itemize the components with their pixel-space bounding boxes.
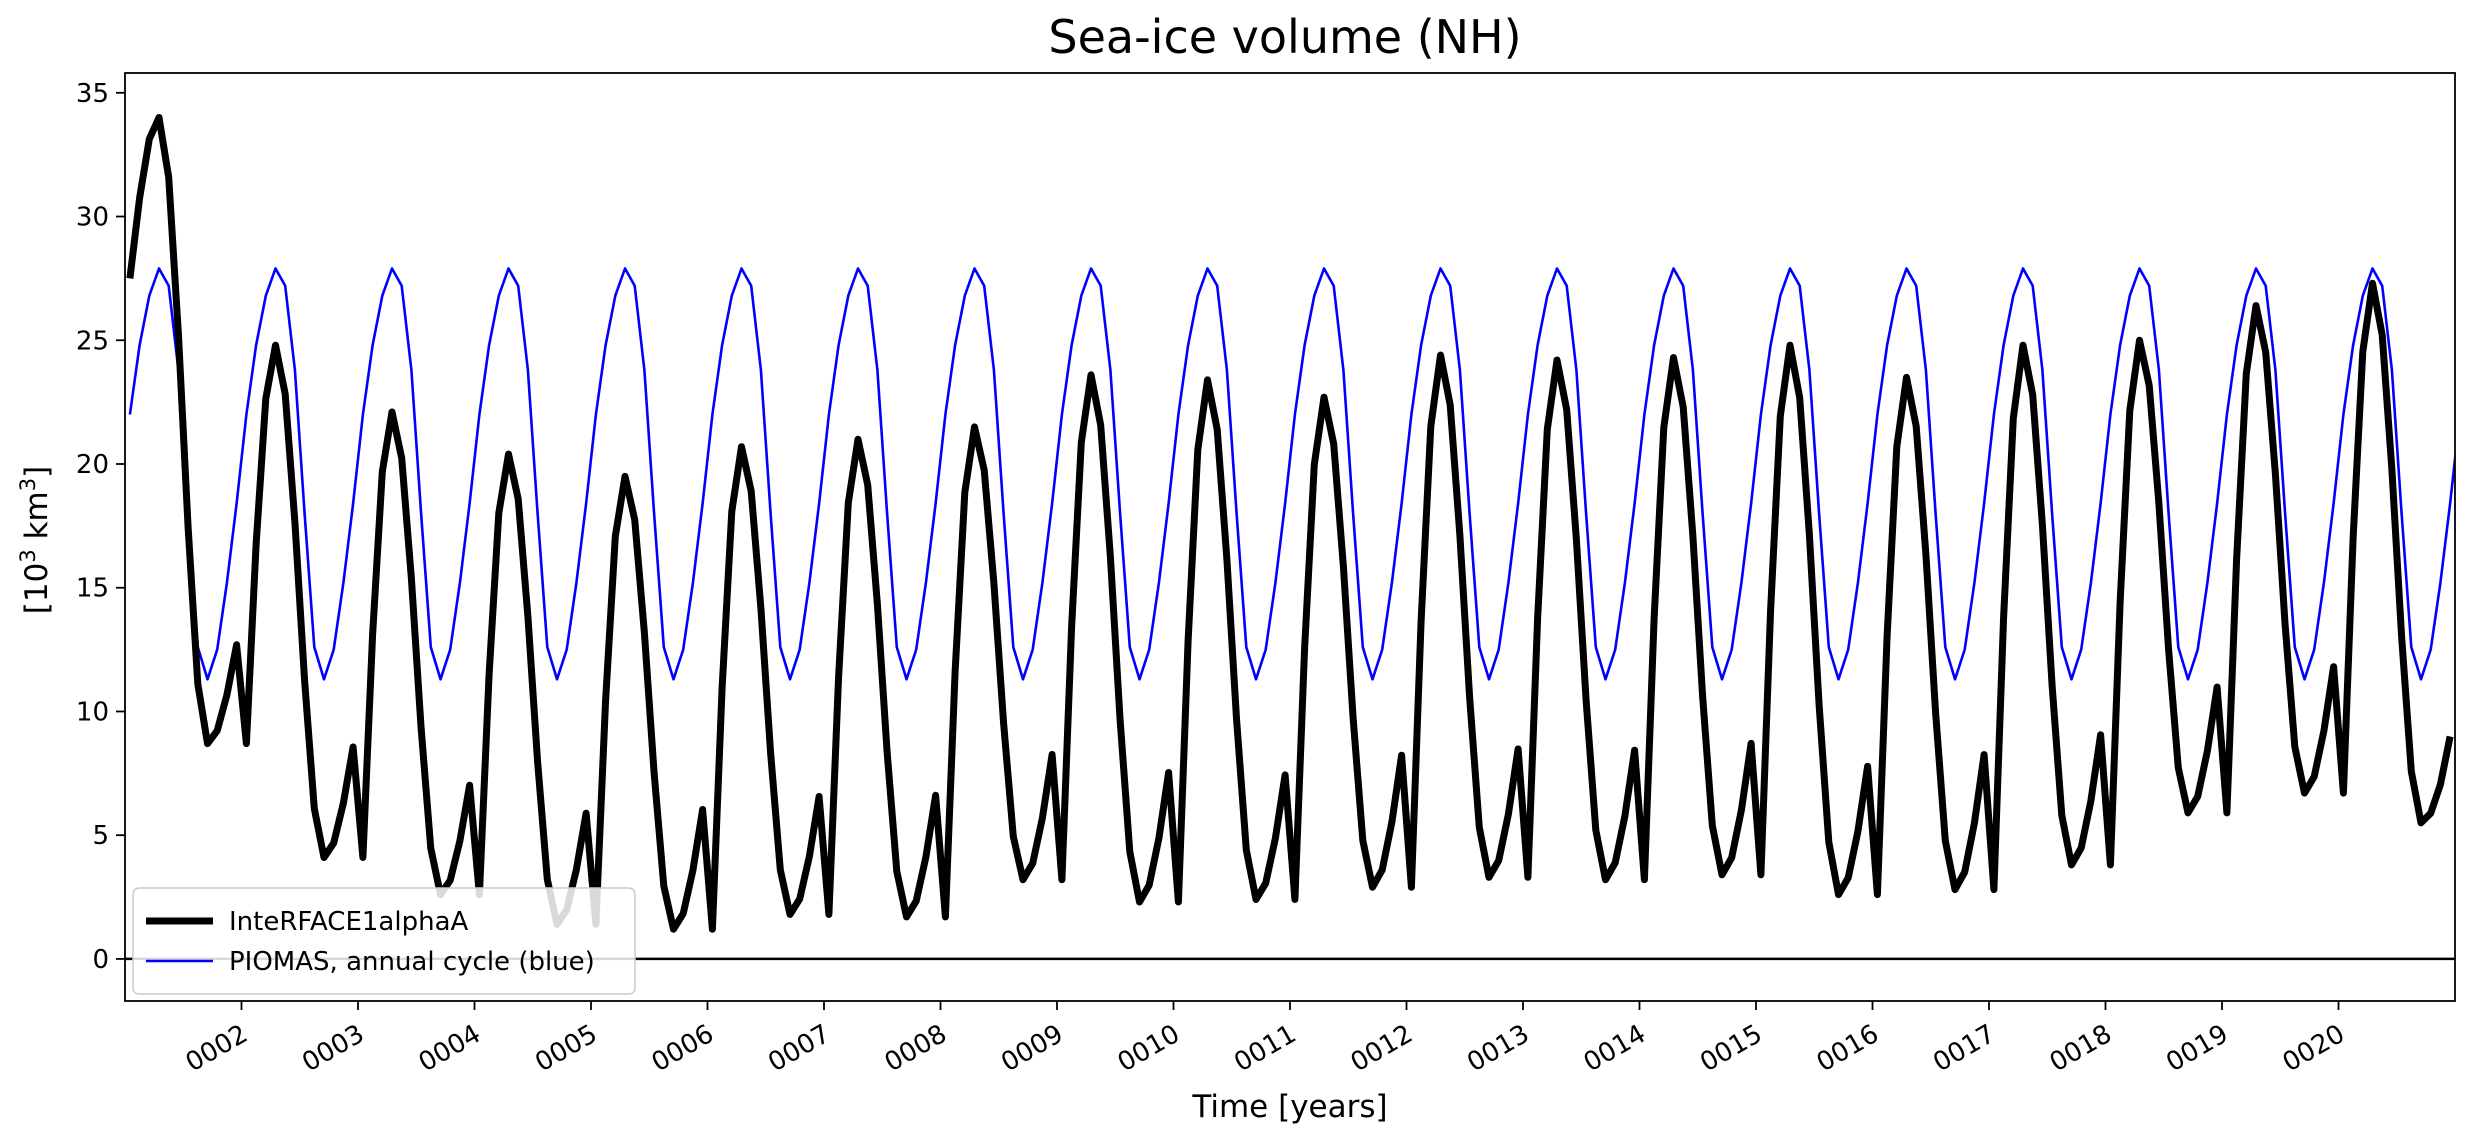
legend-label: PIOMAS, annual cycle (blue) [229, 947, 595, 977]
x-axis-label: Time [years] [1191, 1089, 1387, 1125]
x-tick-label: 0009 [996, 1019, 1068, 1078]
piomas-series-line [128, 267, 2455, 681]
x-tick-label: 0005 [530, 1019, 602, 1078]
x-tick-label: 0017 [1928, 1019, 2000, 1078]
y-tick-label: 30 [76, 203, 109, 233]
y-tick-label: 15 [76, 574, 109, 604]
x-tick-label: 0007 [763, 1019, 835, 1078]
chart-title: Sea-ice volume (NH) [1048, 10, 1521, 64]
y-tick-label: 20 [76, 450, 109, 480]
x-tick-label: 0011 [1229, 1019, 1301, 1078]
interface1alphaa-series-line [126, 114, 2454, 933]
legend: InteRFACE1alphaA PIOMAS, annual cycle (bl… [132, 887, 636, 995]
x-tick-label: 0006 [647, 1019, 719, 1078]
y-tick-label: 35 [76, 79, 109, 109]
y-tick-label: 25 [76, 326, 109, 356]
x-tick-label: 0015 [1695, 1019, 1767, 1078]
x-tick-label: 0008 [880, 1019, 952, 1078]
y-axis-label: [103 km3] [16, 466, 55, 614]
x-tick-label: 0012 [1346, 1019, 1418, 1078]
y-tick-label: 0 [92, 945, 109, 975]
x-tick-label: 0010 [1113, 1019, 1185, 1078]
x-tick-label: 0019 [2161, 1019, 2233, 1078]
x-tick-label: 0018 [2045, 1019, 2117, 1078]
x-tick-label: 0020 [2278, 1019, 2350, 1078]
legend-box [132, 887, 636, 995]
x-tick-label: 0013 [1462, 1019, 1534, 1078]
axes-frame [124, 72, 2456, 1002]
x-tick-label: 0004 [414, 1019, 486, 1078]
y-tick-label: 5 [92, 821, 109, 851]
x-tick-label: 0016 [1812, 1019, 1884, 1078]
plot-area [125, 114, 2455, 961]
legend-label: InteRFACE1alphaA [229, 907, 468, 937]
x-tick-label: 0014 [1579, 1019, 1651, 1078]
y-tick-label: 10 [76, 697, 109, 727]
x-tick-label: 0003 [297, 1019, 369, 1078]
x-tick-label: 0002 [181, 1019, 253, 1078]
